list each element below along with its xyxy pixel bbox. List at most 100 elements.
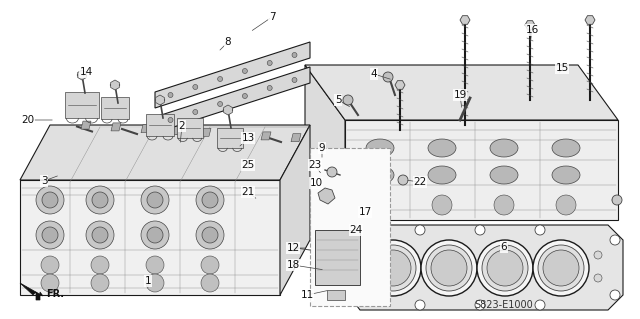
Polygon shape (585, 16, 595, 24)
Circle shape (353, 235, 363, 245)
Text: 11: 11 (300, 290, 314, 300)
Text: 24: 24 (349, 225, 363, 235)
Text: 18: 18 (286, 260, 300, 270)
Circle shape (612, 195, 622, 205)
Text: 3: 3 (41, 176, 47, 186)
Circle shape (36, 221, 64, 249)
Circle shape (41, 274, 59, 292)
Circle shape (366, 274, 374, 282)
Circle shape (141, 186, 169, 214)
Text: S823-E1000: S823-E1000 (475, 300, 533, 310)
Circle shape (268, 61, 272, 65)
Circle shape (92, 192, 108, 208)
Polygon shape (155, 67, 310, 133)
Polygon shape (223, 105, 232, 115)
Circle shape (594, 274, 602, 282)
Circle shape (86, 221, 114, 249)
Circle shape (482, 245, 528, 291)
Circle shape (91, 274, 109, 292)
Circle shape (218, 101, 223, 107)
Circle shape (193, 109, 198, 115)
Circle shape (243, 93, 248, 99)
Circle shape (375, 250, 411, 286)
Circle shape (421, 240, 477, 296)
Circle shape (594, 251, 602, 259)
Circle shape (535, 225, 545, 235)
Bar (177, 118, 203, 138)
Circle shape (201, 256, 219, 274)
Polygon shape (171, 127, 181, 135)
Polygon shape (318, 188, 335, 204)
Circle shape (477, 240, 533, 296)
Polygon shape (156, 95, 164, 105)
Polygon shape (280, 125, 310, 295)
Circle shape (41, 256, 59, 274)
Circle shape (147, 227, 163, 243)
Polygon shape (345, 225, 623, 310)
Text: 19: 19 (453, 90, 467, 100)
Circle shape (415, 300, 425, 310)
Ellipse shape (552, 166, 580, 184)
Circle shape (538, 245, 584, 291)
Circle shape (543, 250, 579, 286)
Polygon shape (141, 125, 151, 133)
Circle shape (42, 192, 58, 208)
Text: FR.: FR. (46, 289, 64, 299)
Circle shape (290, 243, 298, 251)
Circle shape (494, 195, 514, 215)
Bar (218, 128, 243, 148)
Bar (65, 92, 99, 118)
Circle shape (533, 240, 589, 296)
Circle shape (292, 78, 297, 83)
Circle shape (147, 192, 163, 208)
Ellipse shape (490, 166, 518, 184)
Circle shape (426, 245, 472, 291)
Circle shape (610, 290, 620, 300)
Text: 5: 5 (335, 95, 341, 105)
Bar (310, 148, 390, 306)
Bar (327, 290, 345, 300)
Polygon shape (460, 16, 470, 24)
Bar (101, 97, 129, 119)
Bar (315, 230, 360, 285)
Circle shape (168, 93, 173, 98)
Polygon shape (231, 130, 241, 138)
Circle shape (535, 300, 545, 310)
Bar (146, 114, 174, 136)
Circle shape (268, 85, 272, 91)
Polygon shape (111, 80, 119, 90)
Circle shape (92, 227, 108, 243)
Text: 1: 1 (145, 276, 151, 286)
Text: 4: 4 (371, 69, 378, 79)
Circle shape (431, 250, 467, 286)
Circle shape (42, 227, 58, 243)
Polygon shape (81, 121, 91, 129)
Text: 8: 8 (225, 37, 231, 47)
Text: 21: 21 (241, 187, 255, 197)
Circle shape (36, 186, 64, 214)
Text: 15: 15 (556, 63, 568, 73)
Circle shape (327, 167, 337, 177)
Text: 13: 13 (241, 133, 255, 143)
Ellipse shape (428, 166, 456, 184)
Circle shape (243, 69, 248, 73)
Text: 23: 23 (308, 160, 322, 170)
Text: 2: 2 (179, 121, 186, 131)
Polygon shape (201, 128, 211, 136)
Circle shape (415, 225, 425, 235)
Circle shape (353, 290, 363, 300)
Polygon shape (261, 132, 271, 140)
Circle shape (365, 240, 421, 296)
Polygon shape (20, 180, 280, 295)
Circle shape (432, 195, 452, 215)
Circle shape (196, 186, 224, 214)
Text: 17: 17 (358, 207, 372, 217)
Polygon shape (291, 134, 301, 142)
Circle shape (196, 221, 224, 249)
Circle shape (292, 53, 297, 57)
Ellipse shape (490, 139, 518, 157)
Circle shape (370, 195, 390, 215)
Text: 14: 14 (79, 67, 93, 77)
Text: 25: 25 (241, 160, 255, 170)
Text: 22: 22 (413, 177, 427, 187)
